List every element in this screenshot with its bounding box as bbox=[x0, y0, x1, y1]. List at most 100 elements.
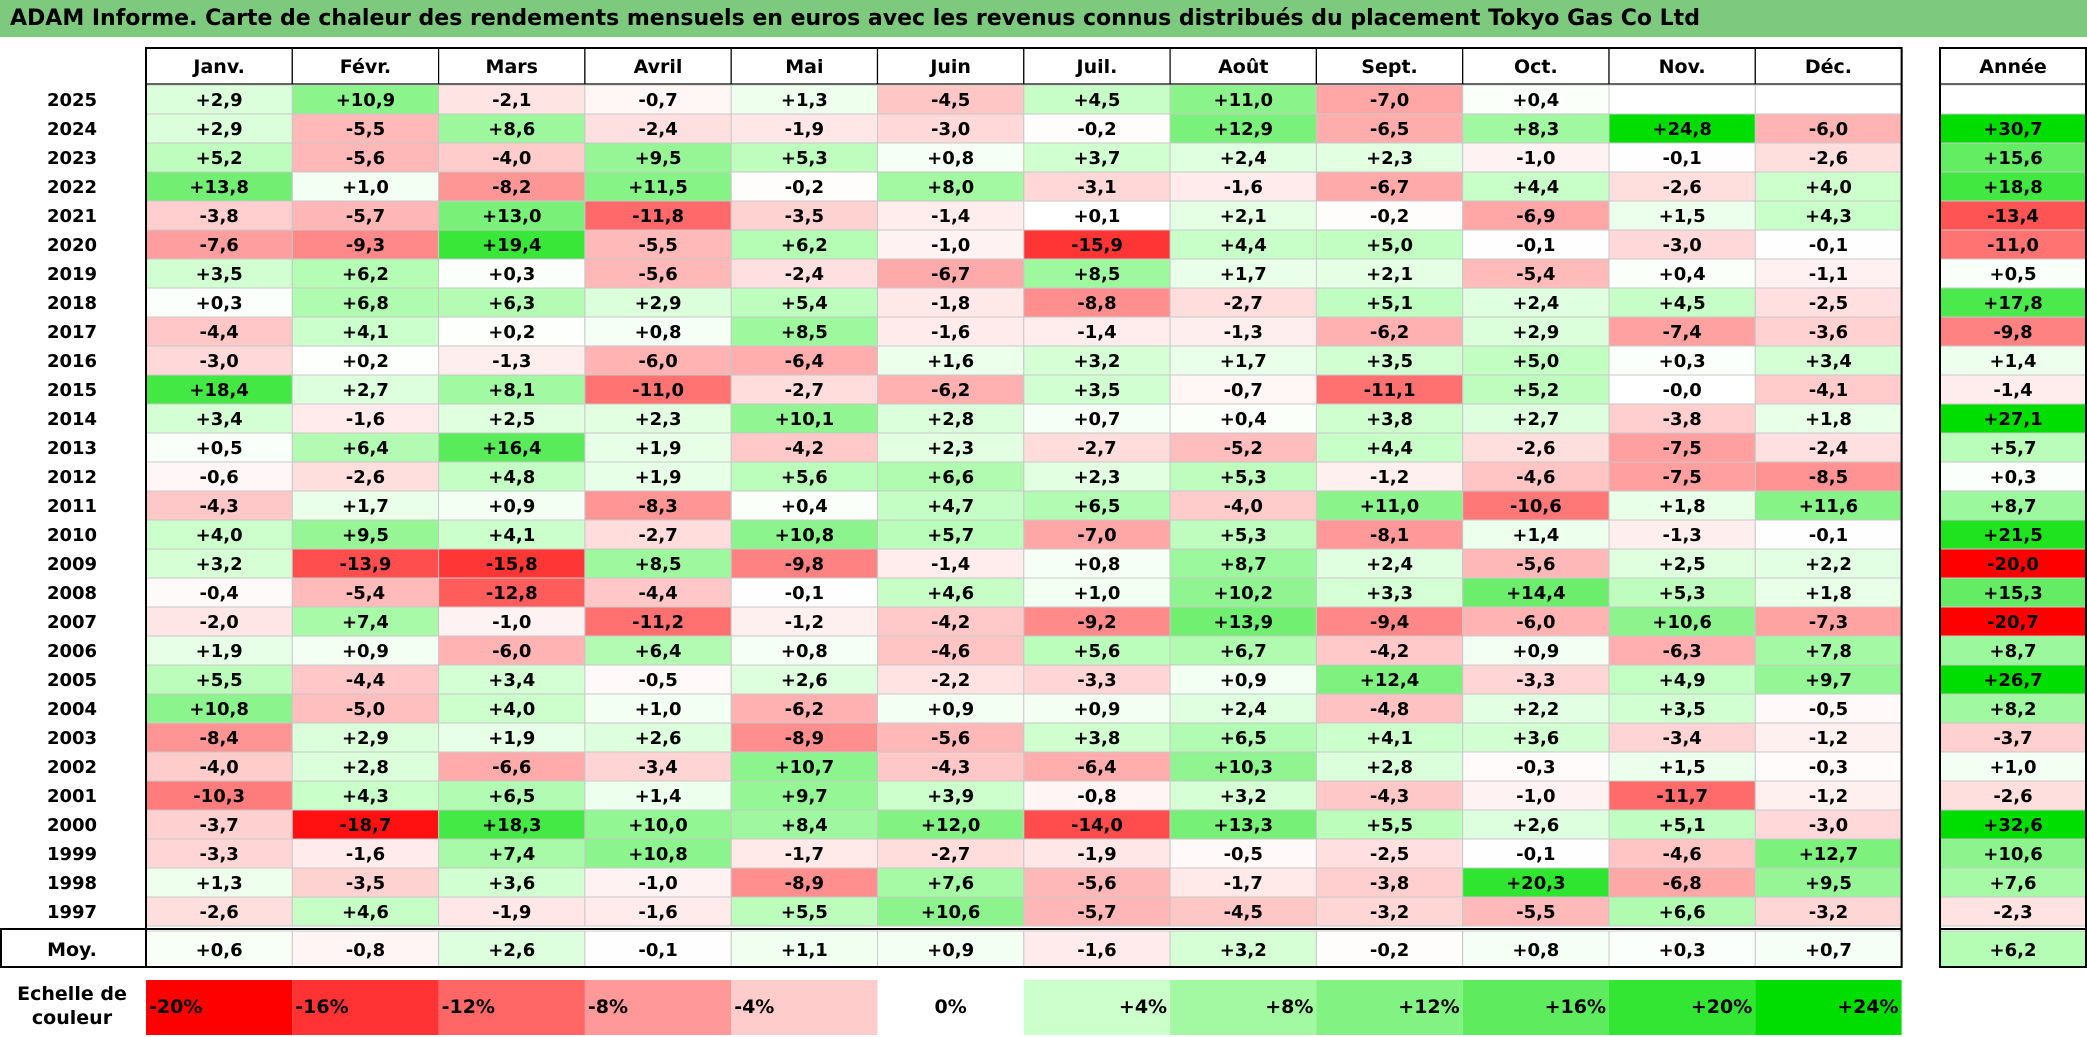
heat-cell-label: -11,0 bbox=[632, 380, 684, 401]
heat-cell-label: -2,2 bbox=[931, 670, 970, 691]
heat-cell bbox=[1754, 258, 1903, 289]
heat-cell-label: -0,8 bbox=[1077, 786, 1116, 807]
annual-cell bbox=[1939, 432, 2087, 463]
heat-cell-label: +6,7 bbox=[1220, 641, 1267, 662]
heat-cell bbox=[438, 345, 586, 376]
heat-cell-label: +3,2 bbox=[1073, 351, 1120, 372]
heat-cell bbox=[877, 635, 1025, 666]
heat-cell-label: +3,3 bbox=[1366, 583, 1413, 604]
heat-cell bbox=[1462, 548, 1610, 579]
average-cell-label: +2,6 bbox=[488, 940, 535, 961]
heat-cell-label: +4,6 bbox=[342, 902, 389, 923]
heat-cell bbox=[584, 171, 732, 202]
heat-cell-label: +0,2 bbox=[342, 351, 389, 372]
heat-cell bbox=[1023, 84, 1171, 115]
heat-cell-label: -6,0 bbox=[1516, 612, 1555, 633]
heat-cell bbox=[291, 722, 440, 753]
heat-cell bbox=[438, 693, 586, 724]
heat-cell bbox=[877, 548, 1025, 579]
heat-cell-label: -0,2 bbox=[1077, 119, 1116, 140]
heat-cell-label: +3,5 bbox=[1659, 699, 1706, 720]
heat-cell-label: -4,3 bbox=[1370, 786, 1409, 807]
heat-cell-label: +3,5 bbox=[1366, 351, 1413, 372]
heat-cell-label: -3,0 bbox=[199, 351, 238, 372]
heat-cell bbox=[1315, 142, 1464, 173]
heat-cell bbox=[877, 374, 1025, 405]
annual-cell-label: -11,0 bbox=[1987, 235, 2039, 256]
heat-cell-label: +6,5 bbox=[1073, 496, 1120, 517]
heat-cell bbox=[1462, 258, 1610, 289]
heat-cell-label: -6,0 bbox=[1809, 119, 1848, 140]
heat-cell-label: +2,9 bbox=[196, 119, 243, 140]
heat-cell bbox=[145, 229, 293, 260]
heat-cell-label: -6,4 bbox=[785, 351, 824, 372]
heat-cell-label: +2,4 bbox=[1220, 699, 1267, 720]
heat-cell-label: -5,7 bbox=[1077, 902, 1116, 923]
heat-cell-label: -2,1 bbox=[492, 90, 531, 111]
heat-cell bbox=[730, 84, 879, 115]
heat-cell bbox=[877, 838, 1025, 869]
month-header: Sept. bbox=[1361, 56, 1417, 78]
heat-cell-label: -3,2 bbox=[1809, 902, 1848, 923]
heat-cell-label: +6,8 bbox=[342, 293, 389, 314]
heat-cell-label: +0,9 bbox=[1512, 641, 1559, 662]
heat-cell-label: +5,7 bbox=[927, 525, 974, 546]
heat-cell-label: -3,4 bbox=[1662, 728, 1701, 749]
heat-cell-label: +12,4 bbox=[1360, 670, 1420, 691]
heat-cell-label: +2,2 bbox=[1805, 554, 1852, 575]
heat-cell bbox=[1754, 809, 1903, 840]
heat-cell-label: -3,0 bbox=[1809, 815, 1848, 836]
heat-cell bbox=[730, 490, 879, 521]
heat-cell-label: +9,5 bbox=[635, 148, 682, 169]
heat-cell-label: -18,7 bbox=[340, 815, 392, 836]
heat-cell-label: -3,0 bbox=[1662, 235, 1701, 256]
heat-cell bbox=[877, 896, 1025, 927]
heat-cell-label: +24,8 bbox=[1652, 119, 1712, 140]
scale-swatch bbox=[731, 980, 878, 1035]
heat-cell-label: -1,4 bbox=[1077, 322, 1116, 343]
heat-cell-label: -3,1 bbox=[1077, 177, 1116, 198]
heat-cell bbox=[1754, 867, 1903, 898]
heat-cell bbox=[438, 171, 586, 202]
heat-cell bbox=[1315, 780, 1464, 811]
heat-cell-label: -1,4 bbox=[931, 554, 970, 575]
annual-cell-label: +0,5 bbox=[1990, 264, 2037, 285]
heat-cell-label: -0,7 bbox=[1224, 380, 1263, 401]
heat-cell-label: +11,5 bbox=[628, 177, 688, 198]
heat-cell bbox=[730, 896, 879, 927]
heat-cell-label: +1,5 bbox=[1659, 206, 1706, 227]
heat-cell-label: -0,7 bbox=[638, 90, 677, 111]
heat-cell bbox=[145, 606, 293, 637]
heat-cell-label: +2,3 bbox=[927, 438, 974, 459]
heat-cell bbox=[1754, 838, 1903, 869]
heat-cell-label: +2,9 bbox=[342, 728, 389, 749]
heat-cell-label: +4,5 bbox=[1659, 293, 1706, 314]
heat-cell-label: +4,5 bbox=[1073, 90, 1120, 111]
heat-cell bbox=[145, 722, 293, 753]
heat-cell bbox=[584, 316, 732, 347]
heat-cell-label: +0,4 bbox=[781, 496, 828, 517]
heat-cell bbox=[730, 345, 879, 376]
heat-cell-label: +2,2 bbox=[1512, 699, 1559, 720]
scale-swatch bbox=[438, 980, 585, 1035]
heat-cell bbox=[584, 229, 732, 260]
heat-cell-label: +2,1 bbox=[1220, 206, 1267, 227]
heat-cell bbox=[1023, 316, 1171, 347]
heat-cell-label: +8,5 bbox=[781, 322, 828, 343]
heat-cell-label: -3,3 bbox=[1077, 670, 1116, 691]
heat-cell bbox=[584, 751, 732, 782]
heat-cell-label: +7,6 bbox=[927, 873, 974, 894]
heat-cell-label: -6,8 bbox=[1662, 873, 1701, 894]
heat-cell-label: +0,4 bbox=[1512, 90, 1559, 111]
heat-cell-label: +5,5 bbox=[781, 902, 828, 923]
year-label: 2011 bbox=[47, 496, 97, 517]
heat-cell-label: +4,6 bbox=[927, 583, 974, 604]
annual-cell-label: +7,6 bbox=[1990, 873, 2037, 894]
heat-cell-label: -0,6 bbox=[199, 467, 238, 488]
year-label: 2023 bbox=[47, 148, 97, 169]
scale-swatch bbox=[1609, 980, 1756, 1035]
annual-cell bbox=[1939, 316, 2087, 347]
heat-cell-label: -1,0 bbox=[1516, 786, 1555, 807]
heat-cell-label: +1,4 bbox=[1512, 525, 1559, 546]
heat-cell bbox=[1754, 577, 1903, 608]
